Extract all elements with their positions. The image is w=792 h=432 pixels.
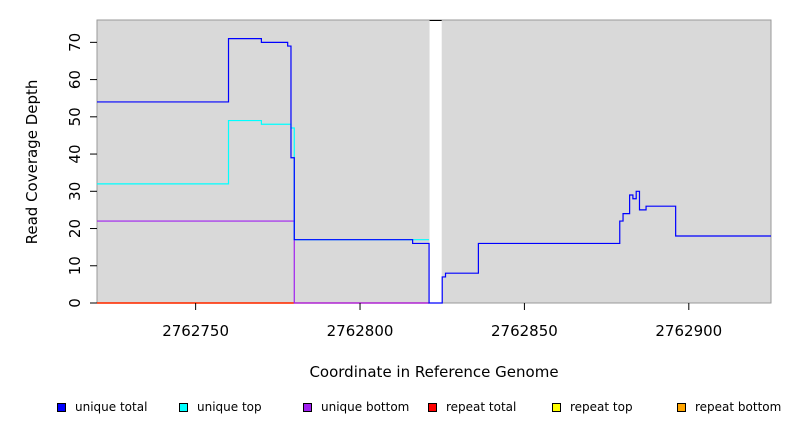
axes: 2762750 2762800 2762850 2762900 0 10 20 30 40 50 6…: [66, 33, 722, 340]
legend-swatch: [677, 402, 686, 412]
legend-swatch: [57, 402, 66, 412]
legend-item-unique-top: unique top: [179, 400, 262, 414]
legend-swatch: [303, 402, 312, 412]
legend-item-unique-total: unique total: [57, 400, 147, 414]
y-axis-title: Read Coverage Depth: [23, 80, 41, 245]
y-tick-label: 0: [66, 298, 84, 308]
y-tick-label: 10: [66, 256, 84, 275]
legend: unique total unique top unique bottom repea…: [0, 400, 792, 418]
legend-label: repeat top: [570, 400, 633, 414]
x-tick-label: 2762750: [162, 322, 229, 340]
legend-item-unique-bottom: unique bottom: [303, 400, 409, 414]
coverage-chart: 2762750 2762800 2762850 2762900 0 10 20 30 40 50 6…: [23, 19, 772, 381]
legend-label: repeat bottom: [695, 400, 782, 414]
legend-label: unique top: [197, 400, 262, 414]
legend-label: repeat total: [446, 400, 517, 414]
legend-label: unique total: [75, 400, 148, 414]
legend-item-repeat-bottom: repeat bottom: [677, 400, 781, 414]
series-lines: [97, 38, 771, 304]
y-tick-label: 60: [66, 70, 84, 89]
y-tick-label: 20: [66, 219, 84, 238]
y-tick-label: 30: [66, 182, 84, 201]
legend-item-repeat-total: repeat total: [428, 400, 516, 414]
legend-swatch: [552, 402, 561, 412]
legend-swatch: [428, 402, 437, 412]
y-tick-label: 40: [66, 145, 84, 164]
series-unique-total: [97, 38, 771, 304]
series-unique-bottom: [97, 220, 430, 304]
x-axis-title: Coordinate in Reference Genome: [309, 363, 558, 381]
gap-band: [429, 20, 442, 303]
x-tick-label: 2762900: [655, 322, 722, 340]
y-tick-label: 70: [66, 33, 84, 52]
legend-swatch: [179, 402, 188, 412]
legend-label: unique bottom: [321, 400, 410, 414]
x-tick-label: 2762850: [491, 322, 558, 340]
x-tick-label: 2762800: [327, 322, 394, 340]
legend-item-repeat-top: repeat top: [552, 400, 633, 414]
y-tick-label: 50: [66, 107, 84, 126]
alignment-gap: [429, 20, 442, 303]
